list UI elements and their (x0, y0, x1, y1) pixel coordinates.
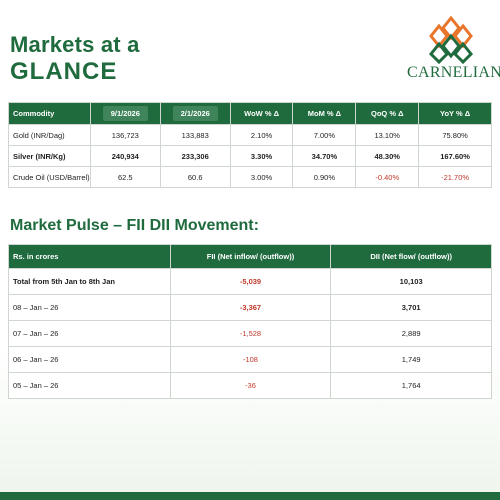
col-date2: 2/1/2026 (159, 102, 231, 125)
table-row: 06 – Jan – 26 -108 1,749 (8, 346, 492, 373)
col-mom: MoM % Δ (292, 102, 357, 125)
col-commodity: Commodity (8, 102, 91, 125)
col-wow: WoW % Δ (229, 102, 294, 125)
table-row: 08 – Jan – 26 -3,367 3,701 (8, 294, 492, 321)
glance-word: GLANCE (10, 58, 118, 85)
page-title-line1: Markets at a (10, 32, 140, 57)
table-row: Gold (INR/Dag) 136,723 133,883 2.10% 7.0… (8, 124, 492, 146)
commodities-table: Commodity 9/1/2026 2/1/2026 WoW % Δ MoM … (8, 102, 492, 188)
carnelian-logo-icon (428, 15, 474, 65)
col-yoy: YoY % Δ (418, 102, 492, 125)
col-dii: DII (Net flow/ (outflow)) (330, 244, 492, 269)
table-row: Total from 5th Jan to 8th Jan -5,039 10,… (8, 268, 492, 295)
fii-dii-table: Rs. in crores FII (Net inflow/ (outflow)… (8, 244, 492, 399)
col-fii: FII (Net inflow/ (outflow)) (169, 244, 332, 269)
col-qoq: QoQ % Δ (355, 102, 420, 125)
table-row: Crude Oil (USD/Barrel) 62.5 60.6 3.00% 0… (8, 166, 492, 188)
section-title: Market Pulse – FII DII Movement: (10, 217, 259, 234)
table-row: 07 – Jan – 26 -1,528 2,889 (8, 320, 492, 347)
col-label: Rs. in crores (8, 244, 171, 269)
table-row: Silver (INR/Kg) 240,934 233,306 3.30% 34… (8, 145, 492, 167)
table-row: 05 – Jan – 26 -36 1,764 (8, 372, 492, 399)
page-title-line2: GLANCE (10, 58, 117, 86)
brand-name: CARNELIAN (407, 64, 500, 81)
fii-dii-header-row: Rs. in crores FII (Net inflow/ (outflow)… (8, 244, 492, 269)
col-date1: 9/1/2026 (89, 102, 161, 125)
commodities-header-row: Commodity 9/1/2026 2/1/2026 WoW % Δ MoM … (8, 102, 492, 125)
bottom-bar (0, 492, 500, 500)
